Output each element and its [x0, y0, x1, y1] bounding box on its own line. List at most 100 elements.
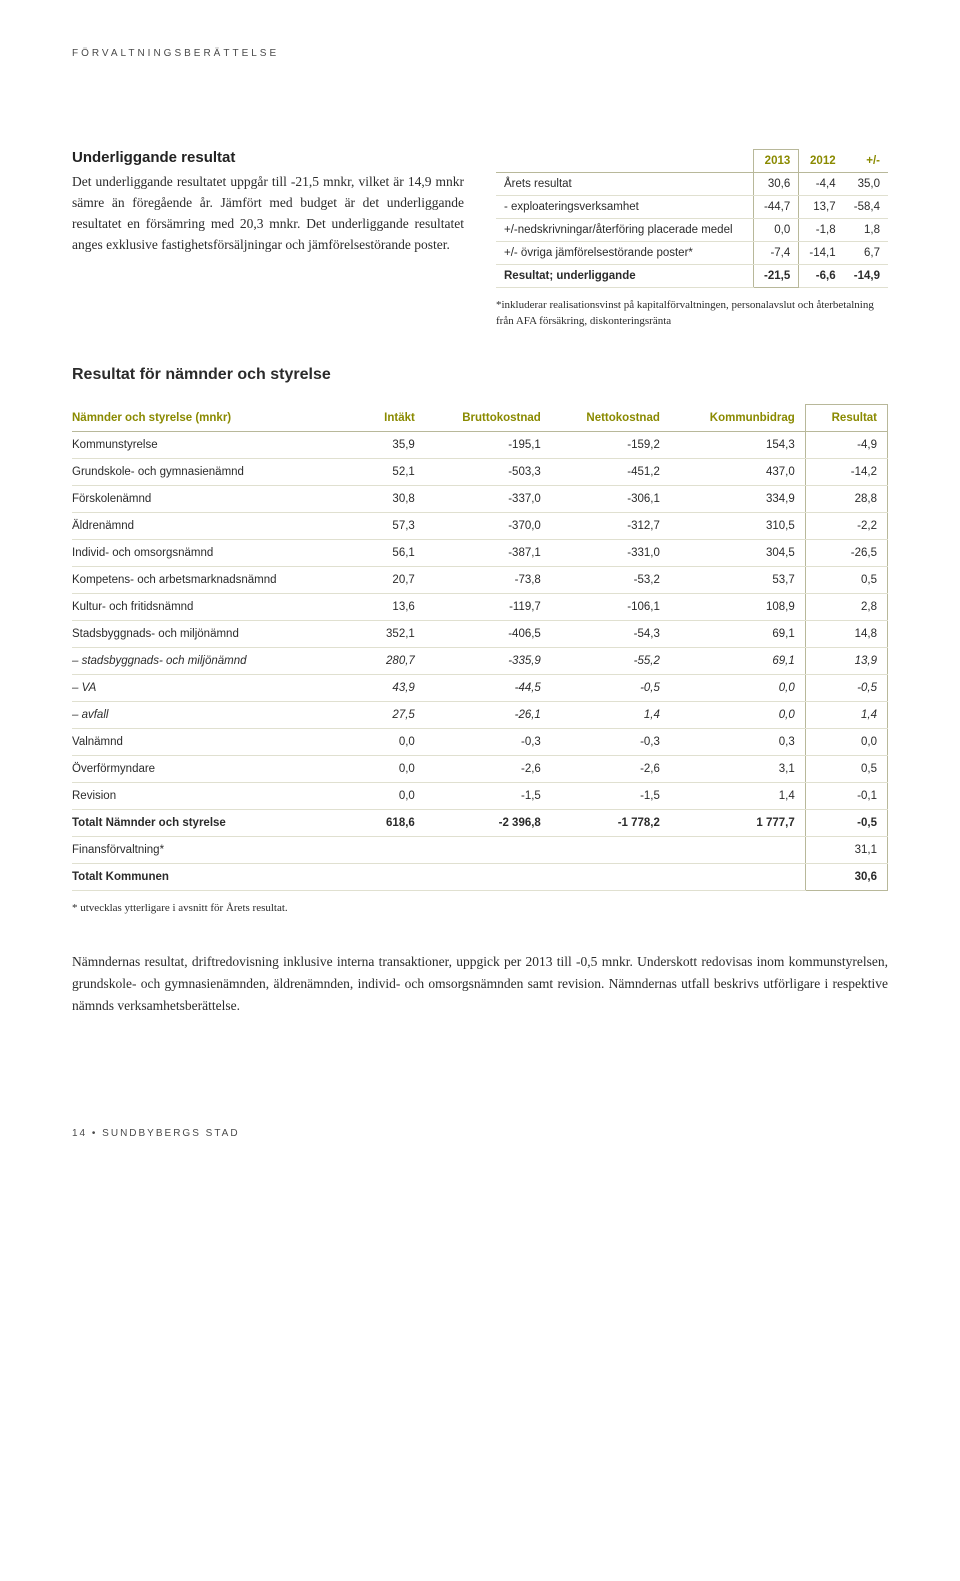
- table2-cell: -44,5: [425, 674, 551, 701]
- table2-cell: 0,0: [670, 674, 805, 701]
- table2-cell: -1,5: [551, 782, 670, 809]
- table1-cell: -14,1: [799, 242, 844, 265]
- table1-header: 2012: [799, 150, 844, 173]
- table2-cell: -503,3: [425, 458, 551, 485]
- table2-cell: 14,8: [805, 620, 887, 647]
- table2-cell: -2,6: [551, 755, 670, 782]
- table2-cell: Äldrenämnd: [72, 512, 364, 539]
- table2-cell: 334,9: [670, 485, 805, 512]
- table2-cell: -54,3: [551, 620, 670, 647]
- underliggande-table: 20132012+/- Årets resultat30,6-4,435,0- …: [496, 149, 888, 288]
- table2-cell: 280,7: [364, 647, 425, 674]
- table2-header: Bruttokostnad: [425, 404, 551, 431]
- table2-cell: -195,1: [425, 431, 551, 458]
- table2-cell: Överförmyndare: [72, 755, 364, 782]
- table2-cell: 304,5: [670, 539, 805, 566]
- table2-header: Intäkt: [364, 404, 425, 431]
- table1-cell: -58,4: [844, 196, 888, 219]
- page-header: FÖRVALTNINGSBERÄTTELSE: [72, 48, 888, 59]
- table2-cell: 1,4: [670, 782, 805, 809]
- table2-cell: Kommunstyrelse: [72, 431, 364, 458]
- table1-header: 2013: [753, 150, 798, 173]
- table2-cell: -4,9: [805, 431, 887, 458]
- table2-cell: Kultur- och fritidsnämnd: [72, 593, 364, 620]
- table2-cell: Totalt Kommunen: [72, 863, 364, 890]
- table1-cell: Årets resultat: [496, 173, 753, 196]
- table2-cell: 57,3: [364, 512, 425, 539]
- table2-cell: [551, 863, 670, 890]
- table2-cell: -0,3: [551, 728, 670, 755]
- table1-cell: 0,0: [753, 219, 798, 242]
- table2-cell: -306,1: [551, 485, 670, 512]
- table1-cell: +/-nedskrivningar/återföring placerade m…: [496, 219, 753, 242]
- table1-cell: 13,7: [799, 196, 844, 219]
- table2-cell: [364, 836, 425, 863]
- table1-cell: 6,7: [844, 242, 888, 265]
- table2-cell: -0,1: [805, 782, 887, 809]
- resultat-namnder-title: Resultat för nämnder och styrelse: [72, 366, 888, 384]
- table2-cell: -55,2: [551, 647, 670, 674]
- table2-cell: Individ- och omsorgsnämnd: [72, 539, 364, 566]
- table2-cell: -337,0: [425, 485, 551, 512]
- table1-cell: +/- övriga jämförelsestörande poster*: [496, 242, 753, 265]
- table2-cell: 3,1: [670, 755, 805, 782]
- table2-cell: -370,0: [425, 512, 551, 539]
- table2-cell: -2 396,8: [425, 809, 551, 836]
- two-column-section: Underliggande resultat Det underliggande…: [72, 149, 888, 330]
- table2-cell: Valnämnd: [72, 728, 364, 755]
- table2-cell: [551, 836, 670, 863]
- table1-header: [496, 150, 753, 173]
- table2-footnote: * utvecklas ytterligare i avsnitt för År…: [72, 901, 888, 917]
- table2-cell: Stadsbyggnads- och miljönämnd: [72, 620, 364, 647]
- table2-cell: – stadsbyggnads- och miljönämnd: [72, 647, 364, 674]
- table1-header: +/-: [844, 150, 888, 173]
- table2-cell: Kompetens- och arbetsmarknadsnämnd: [72, 566, 364, 593]
- table1-cell: Resultat; underliggande: [496, 265, 753, 288]
- table2-cell: 30,6: [805, 863, 887, 890]
- table2-cell: 0,5: [805, 755, 887, 782]
- table1-cell: -1,8: [799, 219, 844, 242]
- table2-cell: 27,5: [364, 701, 425, 728]
- table2-cell: -331,0: [551, 539, 670, 566]
- table1-cell: -14,9: [844, 265, 888, 288]
- table2-cell: -0,5: [551, 674, 670, 701]
- table2-cell: 618,6: [364, 809, 425, 836]
- table2-cell: [670, 836, 805, 863]
- table2-cell: 0,0: [364, 728, 425, 755]
- underliggande-title: Underliggande resultat: [72, 149, 464, 166]
- table1-footnote: *inkluderar realisationsvinst på kapital…: [496, 298, 888, 330]
- table1-cell: 1,8: [844, 219, 888, 242]
- table2-cell: 31,1: [805, 836, 887, 863]
- table2-cell: 108,9: [670, 593, 805, 620]
- table2-cell: 28,8: [805, 485, 887, 512]
- right-column: 20132012+/- Årets resultat30,6-4,435,0- …: [496, 149, 888, 330]
- namnder-table: Nämnder och styrelse (mnkr)IntäktBruttok…: [72, 404, 888, 891]
- page-footer: 14 • SUNDBYBERGS STAD: [72, 1128, 888, 1139]
- table2-header: Nettokostnad: [551, 404, 670, 431]
- table2-cell: -106,1: [551, 593, 670, 620]
- table2-cell: -119,7: [425, 593, 551, 620]
- table2-cell: 0,5: [805, 566, 887, 593]
- table2-cell: 13,6: [364, 593, 425, 620]
- table2-header: Kommunbidrag: [670, 404, 805, 431]
- left-column: Underliggande resultat Det underliggande…: [72, 149, 464, 330]
- table2-cell: -335,9: [425, 647, 551, 674]
- table2-cell: -451,2: [551, 458, 670, 485]
- table2-cell: 35,9: [364, 431, 425, 458]
- table2-cell: 30,8: [364, 485, 425, 512]
- table2-cell: 69,1: [670, 647, 805, 674]
- table2-cell: -406,5: [425, 620, 551, 647]
- table2-cell: 56,1: [364, 539, 425, 566]
- table2-cell: 0,3: [670, 728, 805, 755]
- table1-cell: - exploateringsverksamhet: [496, 196, 753, 219]
- table2-cell: -1 778,2: [551, 809, 670, 836]
- table2-cell: 2,8: [805, 593, 887, 620]
- table2-cell: Revision: [72, 782, 364, 809]
- table2-cell: Totalt Nämnder och styrelse: [72, 809, 364, 836]
- table2-cell: 52,1: [364, 458, 425, 485]
- underliggande-body: Det underliggande resultatet uppgår till…: [72, 172, 464, 256]
- table2-cell: 1,4: [805, 701, 887, 728]
- table2-cell: 69,1: [670, 620, 805, 647]
- table2-cell: – VA: [72, 674, 364, 701]
- table1-cell: 30,6: [753, 173, 798, 196]
